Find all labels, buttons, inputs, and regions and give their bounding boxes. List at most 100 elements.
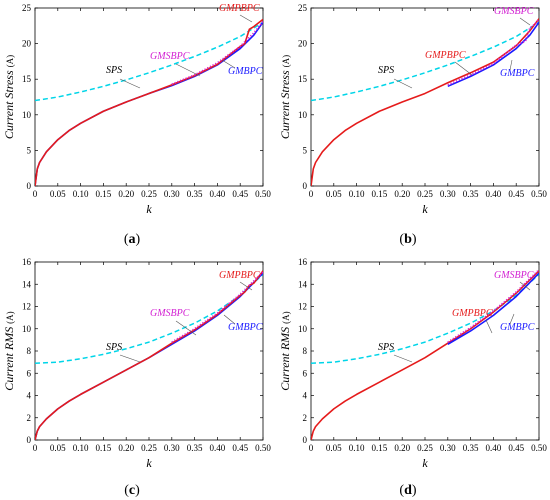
annotation-gmsbpc: GMSBPC [150,51,190,62]
annotation-sps: SPS [378,342,394,353]
panel-label: (c) [124,483,140,498]
annotation-gmbpc: GMBPC [228,322,263,333]
x-tick-label: 0.20 [118,443,134,453]
x-tick-label: 0.45 [232,189,248,199]
annotation-leader [393,78,413,89]
x-tick-label: 0.50 [255,189,271,199]
series-line-sps [311,273,539,364]
series-line-sps [35,21,263,102]
x-tick-label: 0.15 [96,189,112,199]
annotation-leader [519,281,531,291]
x-tick-label: 0.40 [486,189,502,199]
annotation-gmsbpc: GMSBPC [494,270,534,281]
x-tick-label: 0.30 [440,443,456,453]
y-tick-label: 15 [298,74,308,84]
x-tick-label: 0.35 [463,443,479,453]
x-tick-label: 0.05 [50,443,66,453]
plot-frame [310,7,540,187]
x-tick-label: 0.20 [118,189,134,199]
annotation-leader [221,59,236,69]
y-tick-label: 2 [303,413,308,423]
annotation-leader [239,14,253,23]
x-tick-label: 0.05 [326,189,342,199]
panel-label: (b) [399,232,416,247]
series-line-gmbpc [447,21,539,88]
annotation-leader [485,319,493,334]
x-tick-label: 0.45 [508,189,524,199]
y-tick-label: 20 [298,39,308,49]
x-tick-label: 0.25 [141,189,157,199]
x-tick-label: 0 [33,443,38,453]
y-tick-label: 12 [298,302,307,312]
x-tick-label: 0.15 [96,443,112,453]
x-tick-label: 0.45 [508,443,524,453]
y-tick-label: 4 [303,391,308,401]
annotation-gmbpc: GMBPC [228,66,263,77]
x-tick-label: 0.30 [440,189,456,199]
annotation-sps: SPS [106,342,122,353]
x-tick-label: 0.15 [372,189,388,199]
y-tick-label: 6 [303,368,308,378]
y-tick-label: 14 [22,279,32,289]
annotation-leader [454,61,473,76]
panel-label: (a) [124,232,141,247]
x-tick-label: 0.25 [417,189,433,199]
chart-panel-1: 0 0.05 0.10 0.15 0.20 0.25 0.30 0.35 0.40 0.45 0.5… [2,3,271,247]
x-tick-label: 0.30 [164,189,180,199]
y-tick-label: 5 [303,145,308,155]
y-tick-label: 8 [27,346,32,356]
y-axis-label: Current Stress (A) [278,55,292,139]
plot-frame [34,7,264,187]
annotation-gmpbpc: GMPBPC [425,50,466,61]
panel-label: (d) [399,483,416,498]
chart-panel-2: 0 0.05 0.10 0.15 0.20 0.25 0.30 0.35 0.40 0.45 0.5… [278,3,547,247]
x-tick-label: 0.40 [486,443,502,453]
x-tick-label: 0.20 [394,443,410,453]
y-axis-label: Current RMS (A) [2,311,16,390]
series-line-sps [35,273,263,364]
annotation-leader [519,17,531,26]
x-tick-label: 0.50 [531,443,547,453]
x-tick-label: 0 [309,189,314,199]
y-tick-label: 10 [298,324,308,334]
annotation-leader [509,59,513,71]
annotation-gmpbpc: GMPBPC [452,308,493,319]
x-tick-label: 0.50 [531,189,547,199]
x-tick-label: 0.20 [394,189,410,199]
y-axis-label: Current RMS (A) [278,311,292,390]
plot-frame [310,261,540,441]
x-tick-label: 0.40 [210,443,226,453]
annotation-gmbpc: GMBPC [500,322,535,333]
y-tick-label: 0 [303,181,308,191]
y-tick-label: 5 [27,145,32,155]
y-tick-label: 12 [22,302,31,312]
y-axis-unit: (A) [281,55,291,68]
y-tick-label: 6 [27,368,32,378]
annotation-gmsbpc: GMSBPC [150,308,190,319]
annotation-gmsbpc: GMSBPC [494,6,534,17]
series-line-gmpbpc [311,270,539,440]
annotation-gmbpc: GMBPC [500,68,535,79]
series-line-sps [311,21,539,102]
y-axis-unit: (A) [5,311,15,324]
y-tick-label: 10 [298,110,308,120]
x-axis-label: k [422,456,428,470]
chart-panel-4: 0 0.05 0.10 0.15 0.20 0.25 0.30 0.35 0.40 0.45 0.5… [278,257,547,498]
x-tick-label: 0.40 [210,189,226,199]
y-tick-label: 8 [303,346,308,356]
series-line-gmsbpc [171,271,263,343]
annotation-leader [119,354,141,363]
y-tick-label: 20 [22,39,32,49]
y-axis-label: Current Stress (A) [2,55,16,139]
series-line-gmbpc [447,272,539,346]
annotation-leader [223,314,236,325]
annotation-leader [239,281,253,291]
y-tick-label: 16 [298,257,308,267]
x-axis-label: k [146,202,152,216]
x-tick-label: 0.45 [232,443,248,453]
plot-frame [34,261,264,441]
series-line-gmpbpc [35,270,263,440]
x-tick-label: 0.15 [372,443,388,453]
y-tick-label: 10 [22,324,32,334]
